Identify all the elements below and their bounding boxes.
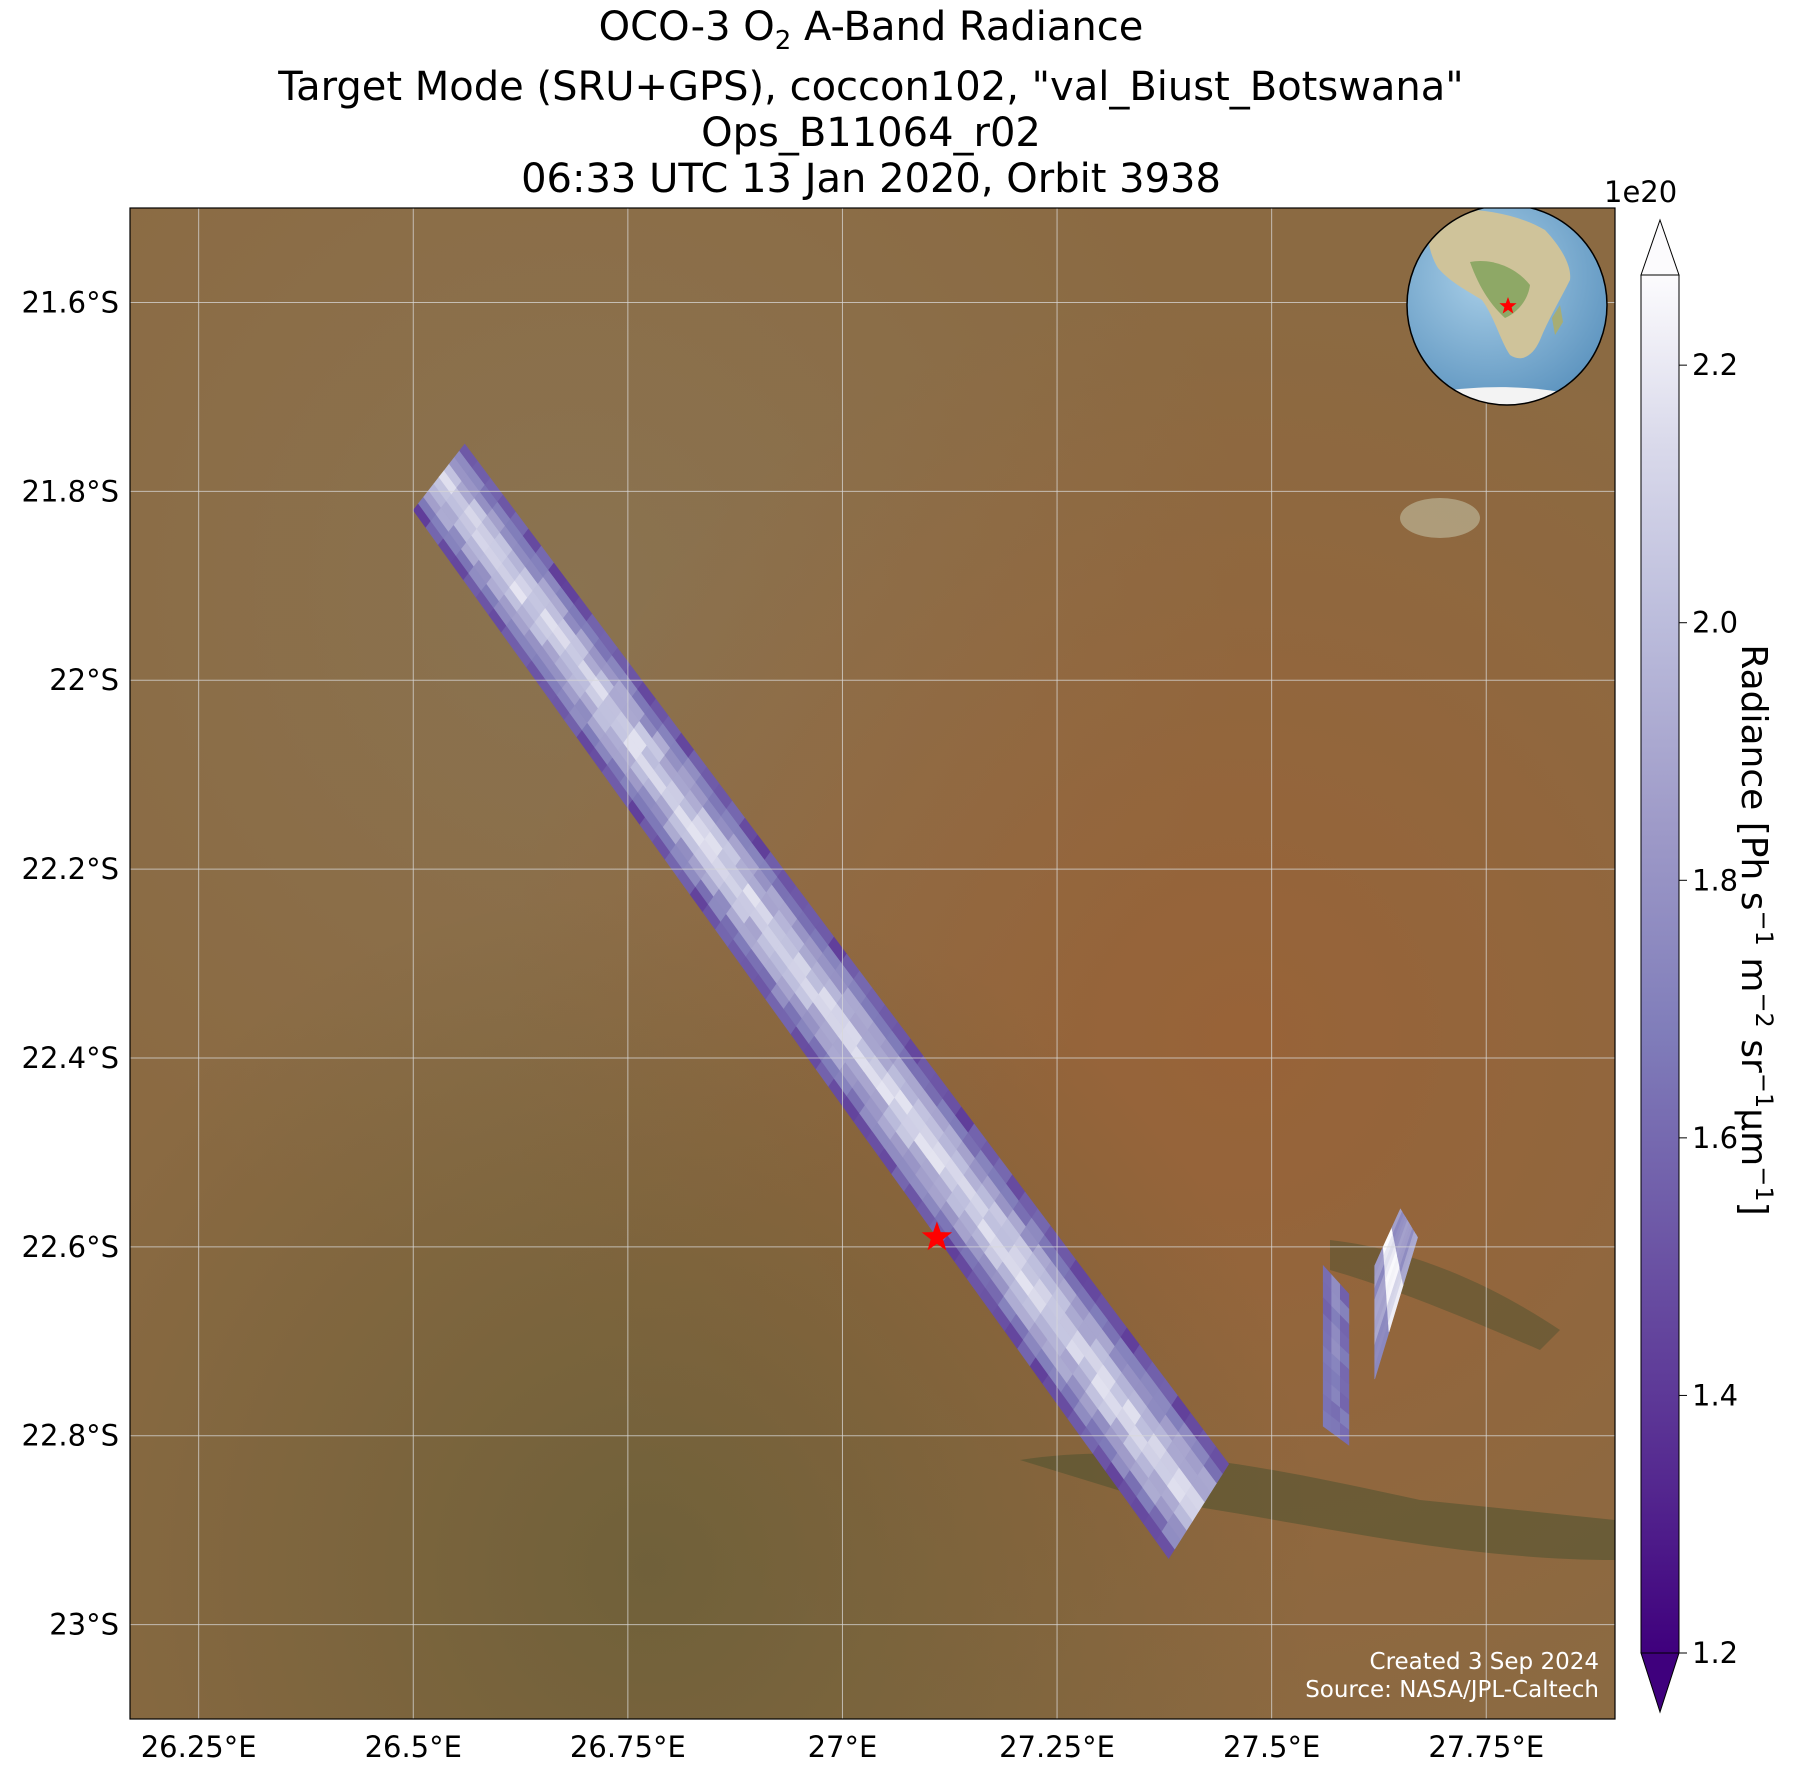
lat-tick-label: 23°S [49,1608,119,1642]
colorbar-tick-label: 1.4 [1692,1378,1738,1412]
swath-cell [1340,1422,1350,1446]
map-border [129,207,1616,1720]
globe-madagascar [1552,305,1563,335]
lon-tick-label: 27.5°E [1223,1730,1320,1764]
title-line-3: Ops_B11064_r02 [701,110,1041,156]
swath-cell [1209,1446,1230,1475]
colorbar-ticks: 1.2 1.4 1.6 1.8 2.0 2.2 [1679,348,1738,1670]
colorbar-exponent: 1e20 [1604,175,1677,209]
lat-tick-label: 22°S [49,663,119,697]
lat-tick-label: 22.4°S [22,1041,119,1075]
lat-tick-label: 22.2°S [22,852,119,886]
credit-source: Source: NASA/JPL-Caltech [1305,1677,1599,1703]
target-star-icon [921,1221,953,1251]
colorbar-extend-high [1640,218,1680,276]
colorbar-label: Radiance [Ph s−1 m−2 sr−1μm−1] [1733,644,1778,1215]
lon-tick-label: 27.25°E [999,1730,1115,1764]
terrain-shading-south [130,208,1615,1719]
target-marker-layer [921,1221,953,1251]
lon-tick-label: 26.75°E [570,1730,686,1764]
lat-tick-label: 22.6°S [22,1230,119,1264]
credit-created: Created 3 Sep 2024 [1370,1649,1599,1675]
colorbar-tick-label: 1.2 [1692,1636,1738,1670]
chart-title: OCO-3 O2 A-Band Radiance Target Mode (SR… [0,4,1742,202]
title-line-2: Target Mode (SRU+GPS), coccon102, "val_B… [278,64,1464,110]
lon-tick-label: 27.75°E [1428,1730,1544,1764]
lon-tick-label: 26.5°E [365,1730,462,1764]
colorbar-tick-label: 1.6 [1692,1121,1738,1155]
inset-globe [1406,208,1608,406]
gridlines [130,208,1615,1719]
title-line-1: OCO-3 O2 A-Band Radiance [598,4,1144,56]
colorbar: 1e20 1.2 1.4 1.6 1.8 2.0 2.2 Radiance [Ph s−1… [1604,175,1778,1714]
radiance-swath-layer [412,443,1418,1560]
title-line-4: 06:33 UTC 13 Jan 2020, Orbit 3938 [521,156,1221,202]
globe-star-icon [1499,297,1517,314]
colorbar-gradient [1640,274,1680,1654]
colorbar-tick-label: 1.8 [1692,863,1738,897]
pan-feature [1400,498,1480,538]
globe-outline [1406,208,1608,406]
colorbar-extend-low [1640,1652,1680,1714]
lon-tick-label: 27°E [808,1730,878,1764]
colorbar-tick-label: 2.2 [1692,348,1738,382]
lon-tick-label: 26.25°E [141,1730,257,1764]
axis-tick-labels: 26.25°E 26.5°E 26.75°E 27°E 27.25°E 27.5°E 27.… [22,285,1545,1764]
lat-tick-label: 21.6°S [22,285,119,319]
lat-tick-label: 21.8°S [22,474,119,508]
colorbar-tick-label: 2.0 [1692,606,1738,640]
map-panel: Created 3 Sep 2024 Source: NASA/JPL-Calt… [22,207,1616,1764]
lat-tick-label: 22.8°S [22,1419,119,1453]
